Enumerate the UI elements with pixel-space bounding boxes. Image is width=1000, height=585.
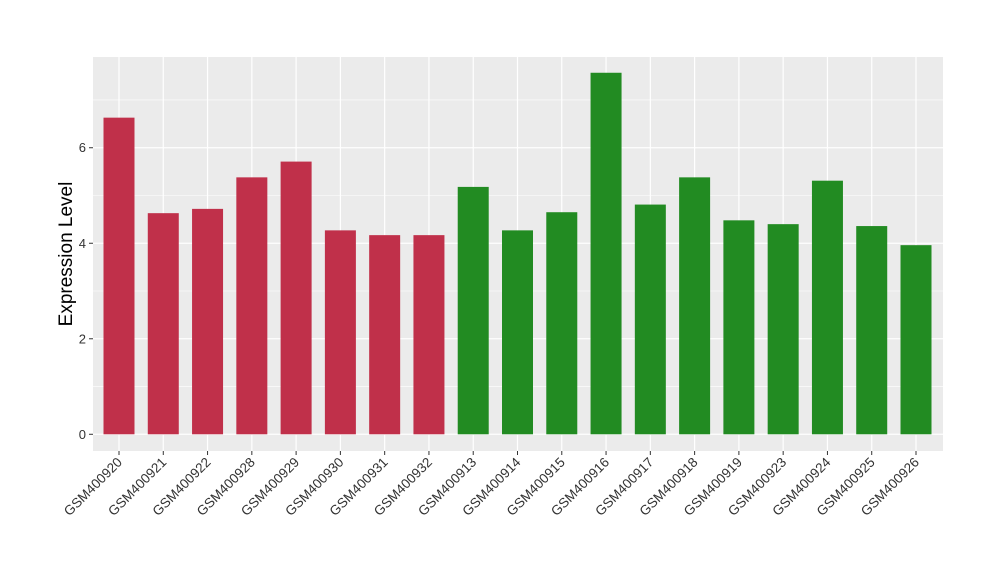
- y-tick-label: 6: [79, 140, 86, 155]
- x-axis: GSM400920GSM400921GSM400922GSM400928GSM4…: [61, 451, 922, 519]
- bar-GSM400925: [856, 226, 888, 435]
- bar-GSM400929: [280, 161, 312, 435]
- bar-GSM400917: [634, 204, 666, 435]
- bar-GSM400913: [457, 186, 489, 435]
- y-axis-title: Expression Level: [56, 182, 77, 327]
- bar-GSM400931: [369, 235, 401, 435]
- bar-GSM400928: [236, 177, 268, 435]
- bars: [103, 72, 932, 435]
- bar-GSM400923: [767, 224, 799, 435]
- bar-GSM400922: [192, 208, 224, 435]
- y-tick-label: 0: [79, 427, 86, 442]
- y-axis: 0 2 4 6: [79, 140, 93, 442]
- bar-GSM400926: [900, 245, 932, 435]
- bar-GSM400930: [324, 230, 356, 435]
- y-tick-label: 2: [79, 331, 86, 346]
- bar-GSM400921: [147, 213, 179, 435]
- bar-GSM400932: [413, 235, 445, 435]
- bar-GSM400914: [502, 230, 533, 435]
- bar-GSM400920: [103, 117, 135, 435]
- bar-GSM400924: [811, 180, 843, 435]
- bar-GSM400915: [546, 212, 578, 435]
- y-tick-label: 4: [79, 236, 86, 251]
- bar-GSM400919: [723, 220, 755, 435]
- bar-GSM400916: [590, 72, 622, 435]
- bar-GSM400918: [679, 177, 711, 435]
